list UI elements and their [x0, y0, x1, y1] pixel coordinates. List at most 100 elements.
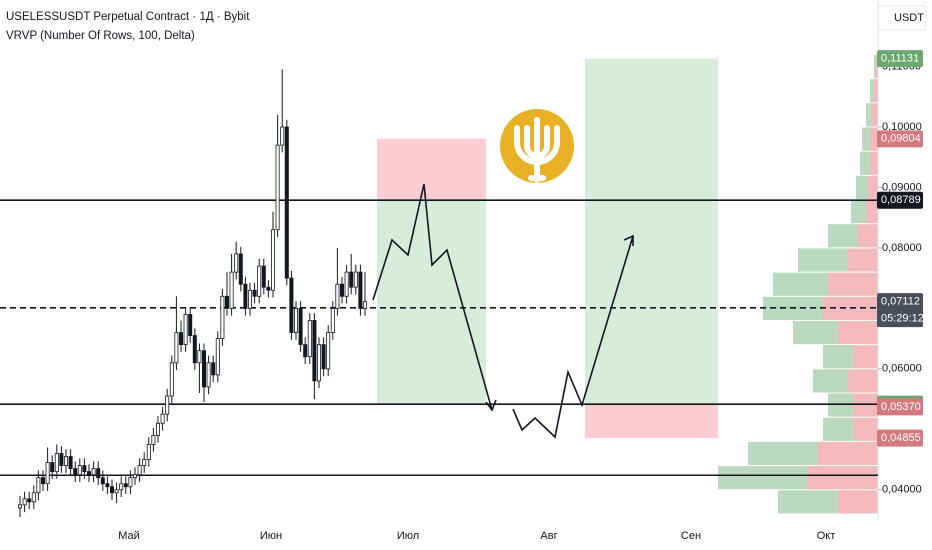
profile-sell	[872, 103, 878, 127]
candle-body	[165, 395, 170, 415]
candle-body	[358, 271, 363, 309]
background-layer	[377, 54, 878, 514]
candle-body	[123, 483, 128, 488]
price-badge-label: 0,09804	[881, 133, 921, 145]
target-zone	[585, 58, 718, 405]
candle-body	[87, 471, 92, 476]
candle-body	[82, 465, 87, 473]
candle-body	[64, 456, 69, 466]
candle-body	[36, 477, 41, 494]
profile-buy	[828, 393, 853, 417]
candle-body	[229, 271, 234, 309]
x-tick-label: Сен	[681, 530, 701, 542]
stop-zone	[377, 138, 486, 201]
profile-buy	[773, 272, 828, 296]
candle-body	[45, 462, 50, 485]
x-tick-label: Окт	[817, 530, 836, 542]
candle-body	[142, 459, 147, 466]
profile-sell	[838, 320, 878, 345]
price-badge-label: 0,07112	[881, 296, 920, 308]
candle-body	[243, 283, 248, 309]
candle-body	[128, 477, 133, 488]
candle-body	[188, 314, 193, 336]
candle-body	[339, 283, 344, 297]
profile-sell	[853, 417, 878, 441]
price-badge	[877, 293, 923, 328]
candle-body	[335, 283, 340, 309]
profile-buy	[860, 151, 870, 175]
indicator-label: VRVP (Number Of Rows, 100, Delta)	[6, 30, 195, 42]
candle-body	[178, 332, 183, 346]
price-badge	[877, 398, 923, 416]
candle-body	[206, 362, 211, 388]
candle-body	[197, 350, 202, 364]
stop-zone	[585, 404, 718, 439]
candle-body	[183, 314, 188, 346]
candle-body	[151, 434, 156, 445]
candle-body	[41, 477, 46, 485]
profile-sell	[848, 248, 878, 272]
price-badge-label: 0,11131	[881, 52, 919, 64]
profile-sell	[853, 393, 878, 417]
candle-body	[349, 271, 354, 288]
profile-sell	[874, 79, 878, 103]
profile-sell	[870, 127, 878, 151]
candle-body	[31, 492, 36, 503]
price-badge-label: 0,05370	[881, 401, 921, 413]
price-badge	[877, 191, 923, 209]
price-badge-label: 0,04855	[881, 432, 921, 444]
candle-body	[114, 489, 119, 494]
profile-sell	[866, 200, 878, 224]
logo-symbol	[514, 117, 560, 183]
candle-body	[275, 144, 280, 231]
candle-body	[224, 295, 229, 309]
candle-body	[220, 295, 225, 340]
candle-body	[192, 335, 197, 364]
currency-box[interactable]	[877, 5, 927, 31]
candle-body	[353, 271, 358, 288]
candle-body	[289, 277, 294, 333]
profile-buy	[813, 369, 848, 393]
y-tick-label: 0,09000	[882, 181, 922, 193]
countdown: 05:29:12	[881, 313, 924, 325]
candle-body	[298, 307, 303, 346]
x-tick-label: Июл	[397, 530, 419, 542]
logo	[500, 109, 574, 183]
candle-body	[27, 498, 32, 503]
candle-body	[321, 344, 326, 370]
candle-body	[234, 253, 239, 273]
profile-buy	[798, 248, 848, 272]
profile-sell	[868, 175, 878, 200]
candle-body	[284, 126, 289, 279]
x-tick-label: Авг	[540, 530, 557, 542]
price-badge	[877, 429, 923, 447]
profile-buy	[778, 490, 838, 514]
profile-sell	[870, 151, 878, 175]
profile-sell	[853, 345, 878, 369]
candle-body	[316, 344, 321, 382]
profile-buy	[828, 224, 858, 248]
candle-body	[238, 253, 243, 285]
candle-body	[293, 307, 298, 333]
profile-buy	[748, 441, 818, 466]
profile-buy	[862, 127, 870, 151]
profile-buy	[866, 103, 872, 127]
candle-body	[137, 465, 142, 476]
profile-buy	[856, 175, 868, 200]
projection-path	[372, 183, 634, 439]
candle-body	[100, 477, 105, 485]
profile-sell	[828, 272, 878, 296]
candle-body	[215, 338, 220, 376]
candle-body	[73, 468, 78, 476]
candle-body	[105, 483, 110, 488]
candle-body	[96, 468, 101, 479]
candle-body	[362, 301, 367, 309]
profile-sell	[858, 224, 878, 248]
currency[interactable]: USDT	[894, 12, 924, 24]
candle-body	[160, 413, 165, 424]
profile-buy	[851, 200, 866, 224]
candle-body	[50, 462, 55, 473]
candle-body	[261, 265, 266, 288]
